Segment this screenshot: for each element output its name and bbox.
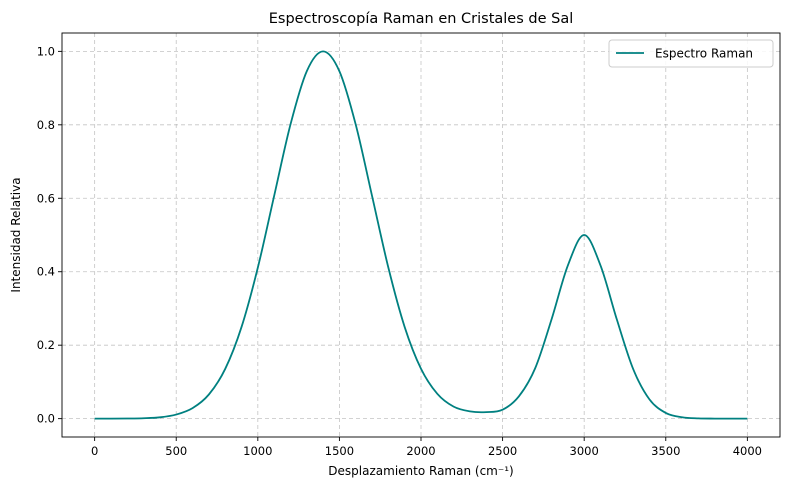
- legend-box: [608, 39, 774, 68]
- legend-label: Espectro Raman: [655, 47, 753, 61]
- x-tick-label: 1500: [325, 444, 354, 458]
- y-tick-label: 0.0: [37, 412, 55, 426]
- y-tick-label: 1.0: [37, 44, 55, 58]
- x-axis-label: Desplazamiento Raman (cm⁻¹): [328, 464, 513, 478]
- legend: Espectro Raman: [608, 39, 774, 68]
- x-tick-label: 500: [165, 444, 187, 458]
- plot-area: [94, 50, 748, 420]
- y-axis-label: Intensidad Relativa: [9, 177, 23, 292]
- y-axis-ticks: 0.0 0.2 0.4 0.6 0.8 1.0: [37, 44, 62, 426]
- y-tick-label: 0.6: [37, 191, 55, 205]
- x-tick-label: 0: [91, 444, 98, 458]
- x-axis-ticks: 0 500 1000 1500 2000 2500 3000 3500 4000: [91, 437, 762, 458]
- x-tick-label: 4000: [733, 444, 762, 458]
- y-tick-label: 0.2: [37, 338, 55, 352]
- chart-title: Espectroscopía Raman en Cristales de Sal: [269, 11, 574, 27]
- x-tick-label: 2500: [488, 444, 517, 458]
- x-tick-label: 3000: [570, 444, 599, 458]
- y-tick-label: 0.8: [37, 118, 55, 132]
- x-tick-label: 2000: [406, 444, 435, 458]
- grid-lines: [62, 33, 780, 437]
- x-tick-label: 3500: [651, 444, 680, 458]
- x-tick-label: 1000: [243, 444, 272, 458]
- y-tick-label: 0.4: [37, 265, 55, 279]
- series-line-espectro-raman: [94, 50, 748, 420]
